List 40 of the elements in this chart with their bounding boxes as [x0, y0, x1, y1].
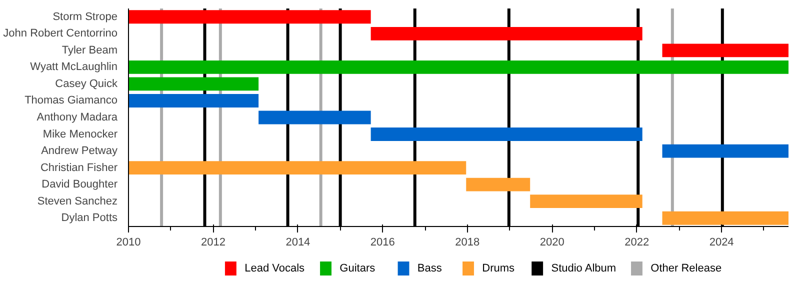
x-tick-label: 2020 — [540, 236, 564, 248]
y-tick-label: John Robert Centorrino — [3, 28, 118, 40]
bar — [128, 161, 466, 175]
x-tick-label: 2016 — [370, 236, 395, 248]
x-tick-label: 2018 — [455, 236, 480, 248]
x-tick-label: 2022 — [624, 236, 650, 248]
bar — [128, 77, 259, 91]
legend-label: Bass — [417, 262, 442, 274]
x-tick-label: 2024 — [709, 236, 734, 248]
bar — [530, 194, 642, 208]
y-tick-label: David Boughter — [42, 178, 118, 191]
y-tick-label: Steven Sanchez — [37, 195, 118, 208]
y-tick-label: Thomas Giamanco — [24, 94, 118, 107]
bar — [370, 128, 642, 141]
x-tick-label: 2014 — [286, 236, 310, 248]
legend-label: Drums — [482, 262, 516, 274]
y-tick-label: Christian Fisher — [40, 162, 118, 174]
bar — [662, 211, 788, 225]
y-tick-label: Dylan Potts — [61, 212, 118, 224]
y-tick-label: Andrew Petway — [41, 145, 118, 158]
legend-label: Lead Vocals — [244, 262, 306, 274]
y-tick-label: Tyler Beam — [62, 44, 118, 56]
y-tick-label: Storm Strope — [52, 10, 118, 23]
legend-label: Studio Album — [551, 262, 616, 274]
bar — [466, 178, 530, 192]
y-tick-label: Anthony Madara — [36, 112, 118, 124]
bar — [258, 110, 371, 124]
y-tick-label: Casey Quick — [55, 78, 118, 90]
bar — [662, 144, 788, 158]
legend-label: Guitars — [340, 262, 376, 274]
bar — [662, 44, 788, 58]
x-tick-label: 2012 — [200, 236, 226, 248]
bar — [128, 10, 371, 24]
legend-label: Other Release — [650, 262, 722, 274]
y-tick-label: Wyatt McLaughlin — [30, 61, 118, 74]
bar — [128, 94, 259, 108]
bar — [370, 26, 642, 40]
bar — [128, 60, 788, 74]
x-tick-label: 2010 — [116, 236, 141, 248]
y-tick-label: Mike Menocker — [42, 128, 118, 140]
